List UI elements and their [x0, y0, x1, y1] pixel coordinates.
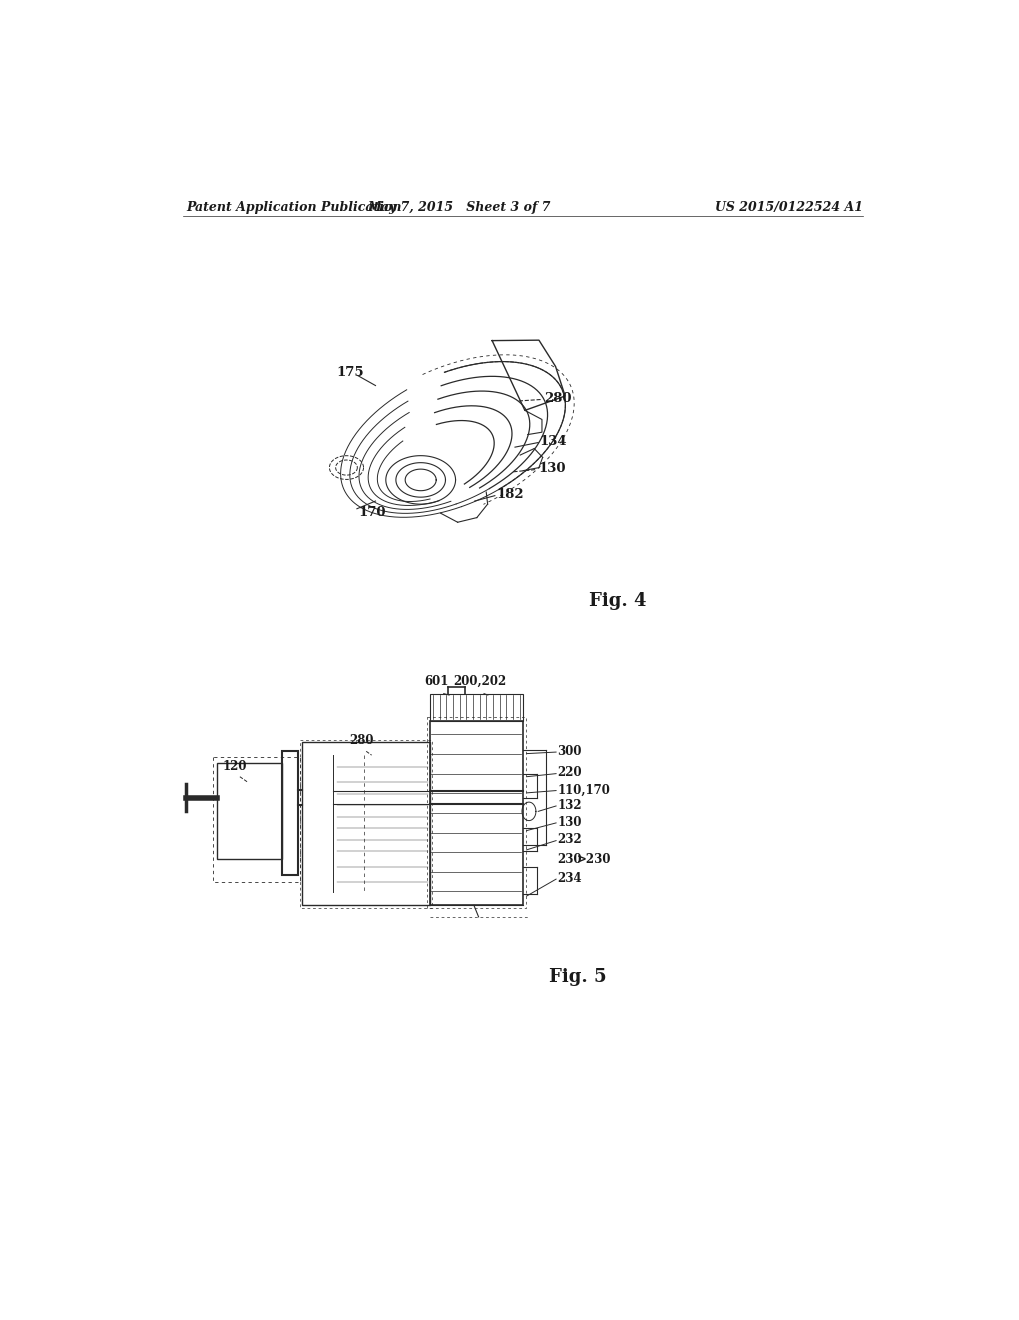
Bar	[429, 721, 522, 906]
Text: 130: 130	[557, 816, 582, 829]
Text: US 2015/0122524 A1: US 2015/0122524 A1	[714, 201, 862, 214]
Text: 130: 130	[538, 462, 566, 475]
Text: 200,202: 200,202	[453, 675, 506, 688]
Text: 234: 234	[557, 871, 582, 884]
Text: Patent Application Publication: Patent Application Publication	[186, 201, 401, 214]
Text: 132: 132	[557, 799, 582, 812]
Text: 182: 182	[496, 488, 524, 502]
Text: >230: >230	[577, 853, 611, 866]
Text: 601: 601	[423, 675, 447, 688]
Bar	[302, 742, 429, 906]
Bar	[216, 763, 282, 859]
Text: 230: 230	[557, 853, 582, 866]
Text: 120: 120	[222, 760, 247, 774]
Bar	[429, 693, 522, 721]
Text: 220: 220	[557, 767, 582, 779]
Text: Fig. 4: Fig. 4	[588, 591, 646, 610]
Text: Fig. 5: Fig. 5	[549, 968, 606, 986]
Text: 232: 232	[557, 833, 582, 846]
Text: 170: 170	[358, 506, 385, 519]
Text: 280: 280	[543, 392, 571, 405]
Text: 110,170: 110,170	[557, 783, 610, 796]
Text: May 7, 2015   Sheet 3 of 7: May 7, 2015 Sheet 3 of 7	[368, 201, 550, 214]
Text: 280: 280	[348, 734, 373, 747]
Text: 175: 175	[336, 366, 364, 379]
Text: 300: 300	[557, 744, 582, 758]
Bar	[282, 751, 298, 875]
Text: 134: 134	[539, 436, 567, 449]
